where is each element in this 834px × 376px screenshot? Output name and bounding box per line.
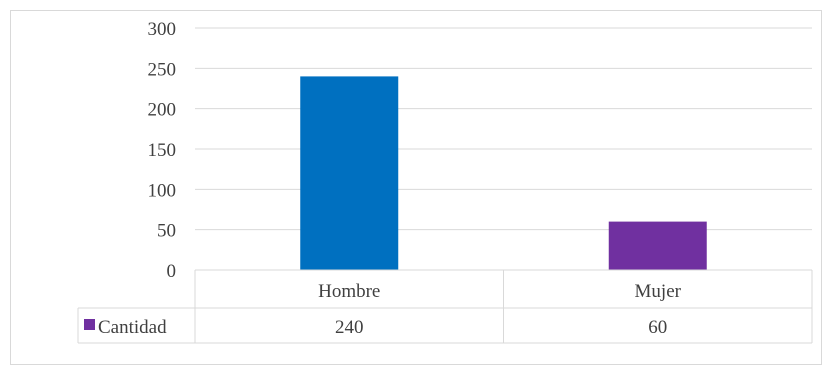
y-tick-label: 200 <box>148 100 177 121</box>
legend-label-cantidad: Cantidad <box>98 317 167 338</box>
y-tick-label: 150 <box>148 140 177 161</box>
legend-swatch-cantidad <box>84 319 95 330</box>
gridlines <box>195 27 812 271</box>
x-tick-label: Hombre <box>318 281 380 302</box>
bar-hombre <box>300 76 399 271</box>
data-table-grid <box>77 269 813 344</box>
bar-mujer <box>608 221 707 270</box>
chart-frame <box>10 10 822 365</box>
x-tick-label: Mujer <box>635 281 682 302</box>
y-axis-tick-labels: 0 50 100 150 200 250 300 <box>148 19 177 282</box>
y-tick-label: 0 <box>167 261 177 282</box>
y-tick-label: 50 <box>157 221 176 242</box>
y-tick-label: 300 <box>148 19 177 40</box>
data-table: Cantidad Hombre 240 Mujer 60 <box>84 281 682 338</box>
data-table-value: 240 <box>335 317 364 338</box>
y-tick-label: 100 <box>148 180 177 201</box>
y-tick-label: 250 <box>148 59 177 80</box>
data-table-value: 60 <box>648 317 667 338</box>
bars <box>300 76 707 271</box>
